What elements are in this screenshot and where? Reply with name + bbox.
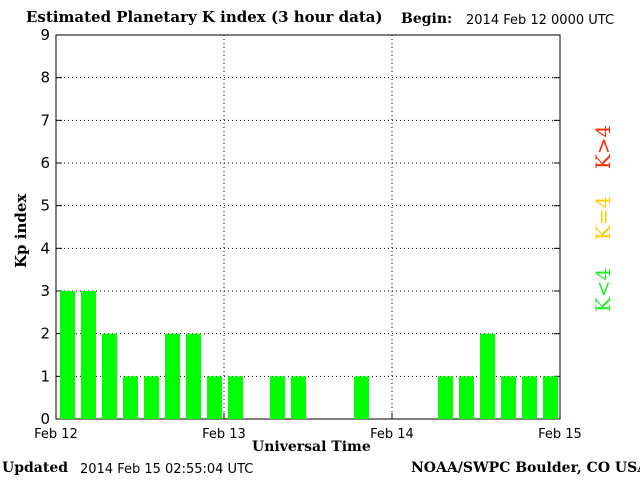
credit-text: NOAA/SWPC Boulder, CO USA xyxy=(411,460,640,476)
kp-bar xyxy=(480,333,495,419)
y-tick-label: 2 xyxy=(40,325,50,343)
y-tick-label: 7 xyxy=(40,111,50,129)
kp-bar xyxy=(354,376,369,419)
kp-bar xyxy=(81,291,96,419)
kp-bar xyxy=(165,333,180,419)
kp-bar xyxy=(60,291,75,419)
kp-bar xyxy=(144,376,159,419)
y-tick-label: 1 xyxy=(40,367,50,385)
x-tick-label: Feb 12 xyxy=(34,427,78,442)
y-tick-label: 0 xyxy=(40,410,50,428)
begin-label: Begin: xyxy=(401,11,453,27)
legend-entry: K>4 xyxy=(591,125,615,169)
y-tick-label: 5 xyxy=(40,197,50,215)
legend-entry: K<4 xyxy=(591,268,615,312)
x-axis-label: Universal Time xyxy=(252,439,371,455)
kp-bar xyxy=(543,376,558,419)
x-tick-label: Feb 15 xyxy=(538,427,582,442)
y-tick-label: 4 xyxy=(40,239,50,257)
legend-entry: K=4 xyxy=(591,196,615,240)
x-tick-label: Feb 14 xyxy=(370,427,414,442)
kp-bar xyxy=(102,333,117,419)
y-tick-label: 3 xyxy=(40,282,50,300)
kp-bar xyxy=(438,376,453,419)
y-tick-label: 8 xyxy=(40,69,50,87)
kp-bar xyxy=(501,376,516,419)
chart-title: Estimated Planetary K index (3 hour data… xyxy=(26,8,383,26)
begin-value: 2014 Feb 12 0000 UTC xyxy=(466,13,615,28)
updated-value: 2014 Feb 15 02:55:04 UTC xyxy=(80,462,254,477)
x-tick-label: Feb 13 xyxy=(202,427,246,442)
kp-bar xyxy=(522,376,537,419)
updated-label: Updated xyxy=(2,460,69,476)
kp-bar xyxy=(123,376,138,419)
kp-bar xyxy=(228,376,243,419)
y-tick-label: 6 xyxy=(40,154,50,172)
y-tick-label: 9 xyxy=(40,26,50,44)
kp-bar xyxy=(270,376,285,419)
kp-bar xyxy=(207,376,222,419)
kp-bar xyxy=(459,376,474,419)
plot-frame xyxy=(55,34,561,420)
kp-bar xyxy=(186,333,201,419)
kp-bar xyxy=(291,376,306,419)
